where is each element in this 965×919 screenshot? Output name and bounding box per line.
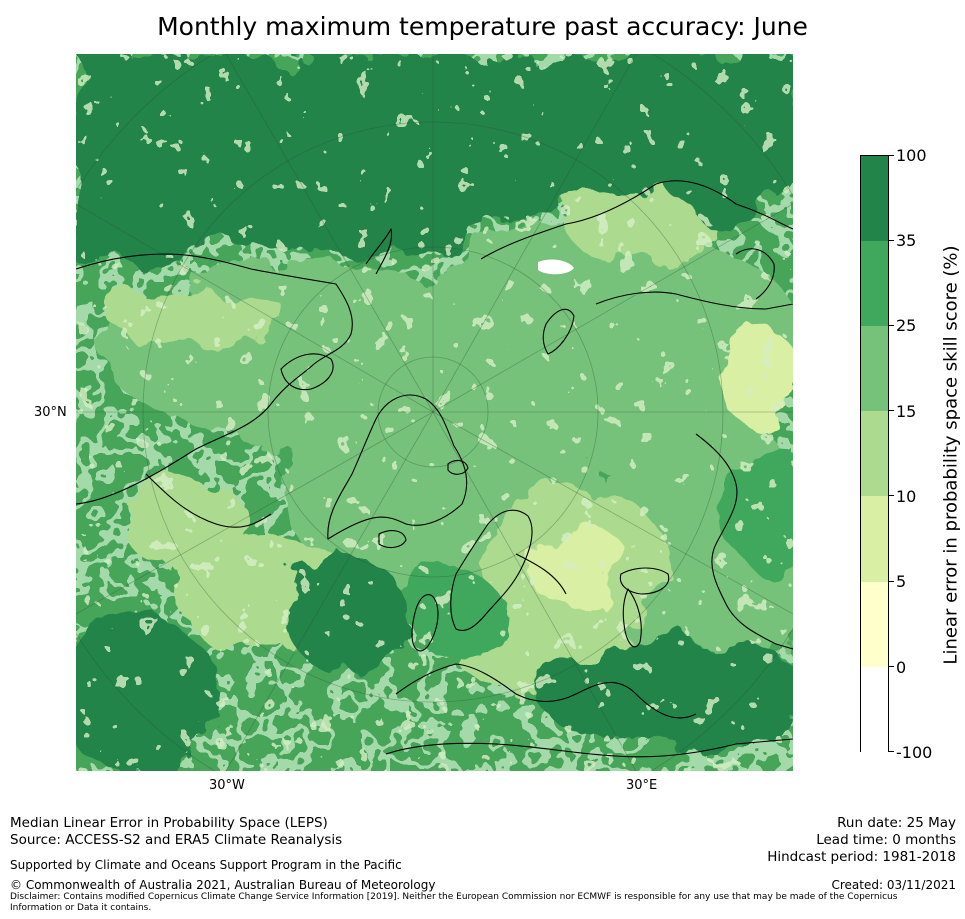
colorbar-tick <box>888 751 894 752</box>
colorbar-band-5-10 <box>861 496 888 582</box>
colorbar-band-0-5 <box>861 582 888 667</box>
eurasia-north <box>595 291 793 310</box>
siberia-coast <box>480 180 793 260</box>
lat-label-30n: 30°N <box>34 405 67 420</box>
colorbar-band-neg100-0 <box>861 667 888 753</box>
europe-coast <box>395 663 697 719</box>
colorbar-tick-label: 10 <box>896 487 917 506</box>
colorbar-tick <box>888 495 894 496</box>
colorbar-tick <box>888 666 894 667</box>
colorbar <box>860 155 889 753</box>
arctic-islands <box>280 353 334 391</box>
footer-support-line: Supported by Climate and Oceans Support … <box>10 858 402 872</box>
britain-coast <box>411 594 439 652</box>
colorbar-tick-label: 15 <box>896 402 917 421</box>
baltic-coast <box>515 553 567 595</box>
mediterranean-coast <box>385 738 793 758</box>
run-date: Run date: 25 May <box>837 815 956 831</box>
greenland-coast <box>327 394 468 540</box>
colorbar-tick-label: 0 <box>896 658 907 677</box>
colorbar-tick <box>888 325 894 326</box>
footer-leps-line: Median Linear Error in Probability Space… <box>10 815 328 831</box>
page-title: Monthly maximum temperature past accurac… <box>157 12 808 41</box>
colorbar-tick <box>888 581 894 582</box>
footer-disclaimer: Disclaimer: Contains modified Copernicus… <box>10 892 898 913</box>
map-canvas <box>76 54 793 771</box>
colorbar-band-10-15 <box>861 411 888 496</box>
graticule <box>76 54 793 771</box>
scandinavia-coast <box>450 509 533 632</box>
footer-source-line: Source: ACCESS-S2 and ERA5 Climate Reana… <box>10 832 343 848</box>
negative-skill-patch <box>538 259 574 275</box>
colorbar-band-25-35 <box>861 241 888 326</box>
hudson-bay <box>145 473 272 528</box>
black-sea <box>619 567 670 595</box>
map-texture-light <box>76 54 793 771</box>
created-date: Created: 03/11/2021 <box>831 878 956 892</box>
footer-copyright-line: © Commonwealth of Australia 2021, Austra… <box>10 878 436 892</box>
hindcast-period: Hindcast period: 1981-2018 <box>767 849 956 865</box>
kamchatka <box>735 248 775 300</box>
colorbar-tick-label: 100 <box>896 146 927 165</box>
colorbar-label: Linear error in probability space skill … <box>940 245 962 665</box>
canada-coast <box>76 253 353 505</box>
alaska-coast <box>365 228 393 275</box>
skill-score-map[interactable] <box>76 54 793 771</box>
colorbar-tick <box>888 155 894 156</box>
lead-time: Lead time: 0 months <box>816 832 956 848</box>
colorbar-band-35-100 <box>861 156 888 241</box>
iceland-coast <box>378 530 407 549</box>
lon-label-30e: 30°E <box>626 778 658 793</box>
svalbard <box>447 459 469 475</box>
coastlines <box>76 180 793 758</box>
lon-label-30w: 30°W <box>209 778 245 793</box>
novaya-zemlya <box>542 308 575 355</box>
colorbar-tick-label: -100 <box>896 743 933 762</box>
colorbar-tick <box>888 240 894 241</box>
colorbar-band-15-25 <box>861 326 888 411</box>
caspian-sea <box>622 588 642 648</box>
colorbar-tick-label: 25 <box>896 316 917 335</box>
colorbar-tick-label: 35 <box>896 231 917 250</box>
colorbar-tick-label: 5 <box>896 572 907 591</box>
colorbar-tick <box>888 410 894 411</box>
east-asia-coast <box>695 433 793 650</box>
